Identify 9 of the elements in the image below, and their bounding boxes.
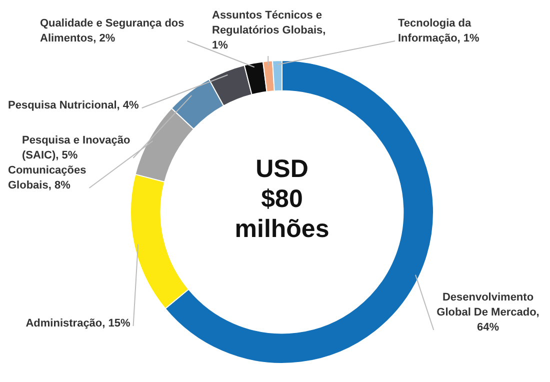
slice-label: Qualidade e Segurança dos Alimentos, 2% [40,18,184,45]
slice-label: Pesquisa e Inovação (SAIC), 5% [22,134,130,162]
slice-label: Comunicações Globais, 8% [8,164,86,192]
text: USD $80 milhões [234,154,330,243]
slice-label: Tecnologia da Informação, 1% [398,18,480,45]
slice-label: Assuntos Técnicos e Regulatórios Globais, 1% [212,10,326,52]
slice-label: Desenvolvimento Global De Mercado, 64% [436,292,540,334]
slice-label: Administração, 15% [26,318,130,330]
slice-label: Pesquisa Nutricional, 4% [8,100,140,112]
